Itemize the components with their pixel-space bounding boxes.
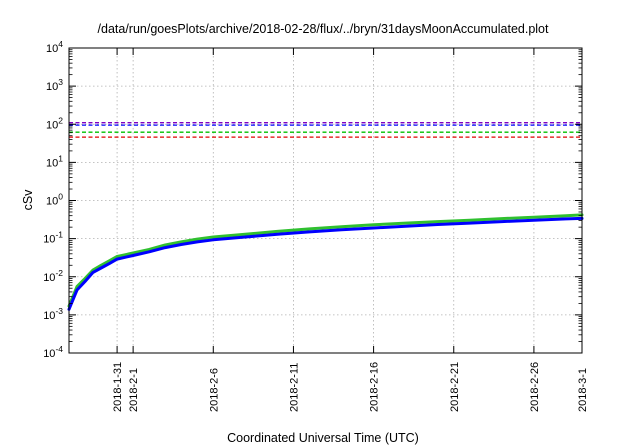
x-tick-label: 2018-2-11 bbox=[288, 363, 300, 412]
y-tick-base: 10 bbox=[43, 272, 55, 284]
x-tick-label: 2018-2-26 bbox=[529, 362, 541, 412]
y-tick-label: 10-4 bbox=[43, 344, 63, 360]
y-tick-exponent: 4 bbox=[58, 39, 63, 49]
series-line-1 bbox=[67, 213, 584, 308]
y-tick-label: 100 bbox=[46, 192, 63, 208]
x-tick-label: 2018-2-16 bbox=[369, 362, 381, 412]
grid bbox=[69, 48, 582, 353]
y-axis-label: cSv bbox=[21, 189, 35, 211]
y-tick-base: 10 bbox=[43, 234, 55, 246]
y-tick-base: 10 bbox=[43, 310, 55, 322]
y-tick-exponent: 3 bbox=[58, 77, 63, 87]
y-tick-exponent: -3 bbox=[55, 306, 63, 316]
x-tick-label: 2018-2-6 bbox=[208, 368, 220, 412]
reference-lines bbox=[69, 122, 582, 138]
series-line-2 bbox=[67, 216, 584, 311]
y-tick-label: 102 bbox=[46, 115, 63, 131]
y-tick-label: 10-3 bbox=[43, 306, 63, 322]
y-tick-label: 104 bbox=[46, 39, 63, 55]
y-tick-exponent: 0 bbox=[58, 192, 63, 202]
y-tick-exponent: 2 bbox=[58, 115, 63, 125]
y-tick-label: 10-1 bbox=[43, 230, 63, 246]
y-tick-base: 10 bbox=[46, 196, 58, 208]
y-tick-label: 101 bbox=[46, 153, 63, 169]
y-tick-label: 10-2 bbox=[43, 268, 63, 284]
chart-title: /data/run/goesPlots/archive/2018-02-28/f… bbox=[98, 22, 549, 36]
x-tick-label: 2018-1-31 bbox=[112, 362, 124, 412]
x-axis-label: Coordinated Universal Time (UTC) bbox=[227, 431, 419, 445]
y-tick-label: 103 bbox=[46, 77, 63, 93]
y-tick-base: 10 bbox=[46, 43, 58, 55]
y-tick-exponent: -4 bbox=[55, 344, 63, 354]
x-tick-label: 2018-3-1 bbox=[577, 368, 589, 412]
ticks bbox=[69, 47, 583, 354]
x-tick-labels: 2018-1-31 2018-2-1 2018-2-6 2018-2-11 2018-2… bbox=[112, 362, 589, 412]
y-tick-base: 10 bbox=[46, 81, 58, 93]
y-tick-exponent: -2 bbox=[55, 268, 63, 278]
y-tick-base: 10 bbox=[43, 348, 55, 360]
y-tick-base: 10 bbox=[46, 157, 58, 169]
x-tick-label: 2018-2-1 bbox=[128, 368, 140, 412]
y-tick-exponent: -1 bbox=[55, 230, 63, 240]
series-lines bbox=[67, 213, 584, 311]
y-tick-exponent: 1 bbox=[58, 153, 63, 163]
x-tick-label: 2018-2-21 bbox=[449, 362, 461, 412]
y-tick-base: 10 bbox=[46, 119, 58, 131]
